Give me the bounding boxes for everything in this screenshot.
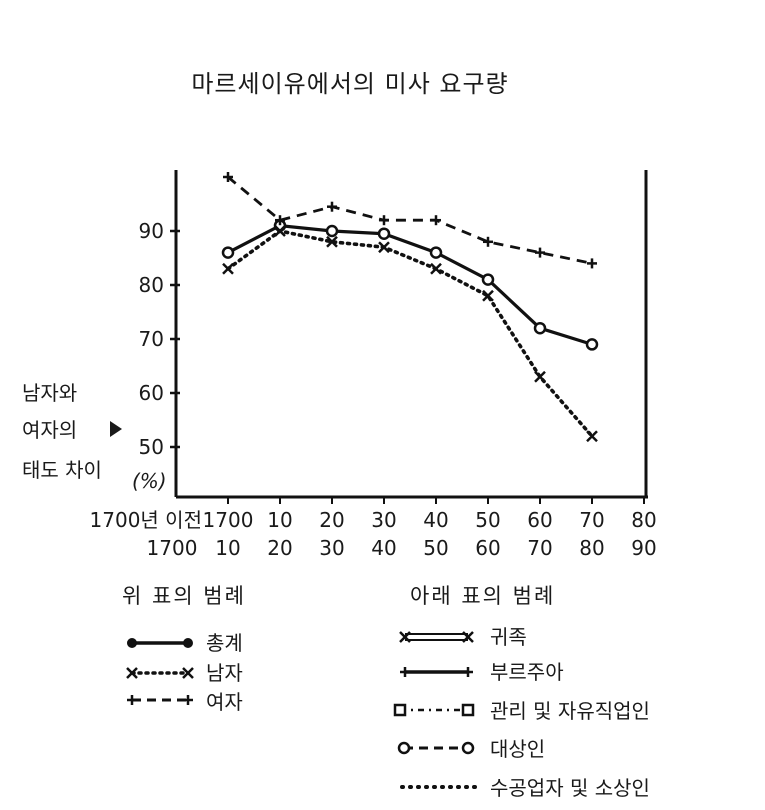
data-point [430,262,442,275]
x-tick-label-bottom: 80 [579,536,604,560]
x-tick-label-top: 60 [527,508,552,532]
data-point [399,631,411,643]
y-tick-label: 80 [139,273,164,297]
data-point [182,667,194,679]
x-tick-label-bottom: 60 [475,536,500,560]
legend-marker [127,638,137,648]
data-point [483,236,493,247]
data-point [183,695,193,705]
x-axis-labels: 1700년 이전17001700101020203030404050506060… [90,508,657,560]
x-tick-label-bottom: 1700 [147,536,198,560]
x-tick-label-top: 50 [475,508,500,532]
y-tick-label: 60 [139,381,164,405]
y-axis-label-line1: 남자와 [22,381,78,405]
data-point [400,667,410,677]
upper-legend-item: 남자 [206,661,243,685]
upper-legend-item: 총계 [206,631,243,655]
upper-legend-title: 위 표의 범례 [122,584,246,608]
data-point [127,695,137,705]
y-axis-label-line2: 여자의 [22,418,78,442]
x-tick-label-bottom: 30 [319,536,344,560]
data-point [379,215,389,226]
data-point [325,224,339,238]
lower-legend-item: 대상인 [490,737,546,761]
arrow-right-icon [110,421,122,437]
series-line-2 [226,229,594,439]
x-tick-label-bottom: 90 [631,536,656,560]
y-axis-unit: (%) [132,469,167,493]
series-line-3 [227,175,593,265]
data-point [327,201,337,212]
lower-legend-item: 관리 및 자유직업인 [490,699,650,723]
x-tick-label-top: 1700년 이전 [90,508,202,532]
data-point [585,338,599,351]
data-point [429,246,443,259]
data-point [274,225,286,237]
y-tick-label: 50 [139,435,164,459]
x-tick-label-top: 10 [267,508,292,532]
data-point [533,321,547,335]
chart-axes [170,170,648,504]
y-tick-label: 90 [139,219,164,243]
lower-legend-item: 수공업자 및 소상인 [490,776,650,800]
data-point [587,258,597,269]
data-point [481,273,495,286]
data-point [535,247,545,258]
data-point [534,370,546,383]
y-axis-label-line3: 태도 차이 [22,458,102,482]
legend-marker [183,638,193,648]
lower-legend-title: 아래 표의 범례 [410,584,556,608]
data-point [462,631,474,643]
x-tick-label-bottom: 10 [215,536,240,560]
data-point [378,241,390,254]
data-point [126,667,138,679]
x-tick-label-bottom: 40 [371,536,396,560]
legend-marker [461,703,475,717]
x-tick-label-top: 70 [579,508,604,532]
legend-marker [397,741,411,755]
data-point [463,667,473,677]
x-tick-label-top: 20 [319,508,344,532]
y-tick-label: 70 [139,327,164,351]
data-point [223,172,233,182]
chart-title: 마르세이유에서의 미사 요구량 [191,70,509,98]
x-tick-label-top: 40 [423,508,448,532]
data-point [482,289,494,302]
legend-marker [393,703,407,717]
x-tick-label-top: 80 [631,508,656,532]
data-point [326,235,338,248]
lower-legend-item: 귀족 [490,625,527,649]
chart-series [221,172,599,443]
data-point [222,262,234,275]
data-point [275,215,285,226]
data-point [431,215,441,226]
upper-legend-item: 여자 [206,690,243,714]
x-tick-label-bottom: 20 [267,536,292,560]
x-tick-label-top: 1700 [203,508,254,532]
x-tick-label-bottom: 50 [423,536,448,560]
legend-marker [461,741,475,755]
y-axis-labels: 50 60 70 80 90 [139,219,164,459]
lower-legend-item: 부르주아 [490,660,564,684]
x-tick-label-top: 30 [371,508,396,532]
data-point [586,430,598,443]
x-tick-label-bottom: 70 [527,536,552,560]
data-point [377,227,391,240]
series-line-1 [227,223,593,346]
data-point [221,246,235,259]
